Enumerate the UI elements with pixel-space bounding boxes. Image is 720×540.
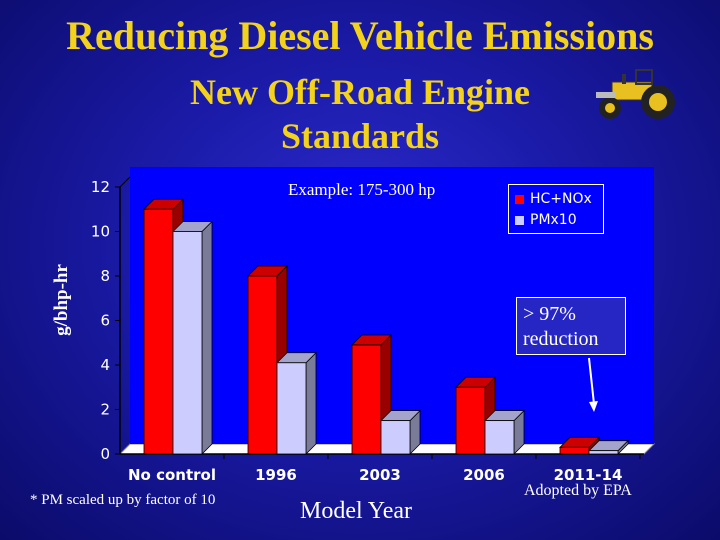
legend-label-pm: PMx10	[530, 212, 577, 228]
x-tick-label: 1996	[255, 466, 297, 484]
y-tick-label: 12	[91, 178, 110, 196]
y-tick-label: 10	[91, 223, 110, 241]
slide-subtitle: New Off-Road Engine Standards	[190, 72, 530, 156]
bar-front	[588, 450, 619, 455]
bar-front	[172, 231, 203, 455]
bar-front	[276, 362, 307, 455]
bar-side	[201, 220, 213, 455]
chart-legend: HC+NOx PMx10	[508, 184, 604, 234]
x-tick-label: 2006	[463, 466, 505, 484]
footnote: * PM scaled up by factor of 10	[30, 492, 216, 508]
adopted-note: Adopted by EPA	[524, 482, 632, 499]
example-label: Example: 175-300 hp	[288, 180, 436, 199]
bar-pm-1	[276, 351, 317, 455]
legend-item-hcnox: HC+NOx	[515, 191, 592, 207]
legend-item-pm: PMx10	[515, 212, 577, 228]
slide-title: Reducing Diesel Vehicle Emissions	[66, 13, 654, 58]
y-axis-title: g/bhp-hr	[51, 264, 72, 336]
reduction-callout: > 97% reduction	[516, 297, 626, 355]
y-axis-depth-edge	[119, 176, 131, 188]
bar-front	[247, 275, 278, 455]
bar-front	[559, 446, 590, 455]
y-tick-label: 4	[100, 356, 110, 374]
x-tick-label: 2011-14	[554, 466, 623, 484]
y-axis: 0 2 4 6 8 10 12	[91, 178, 120, 463]
y-tick-label: 2	[100, 401, 110, 419]
bar-series	[143, 198, 629, 455]
bar-pm-4	[588, 439, 629, 455]
y-tick-label: 0	[100, 445, 110, 463]
callout-arrow-line	[588, 357, 595, 405]
x-tick-label: No control	[128, 466, 216, 484]
x-axis: No control 1996 2003 2006 2011-14	[128, 454, 641, 484]
legend-swatch-pm	[515, 215, 524, 225]
bar-pm-3	[484, 409, 525, 455]
bar-pm-0	[172, 220, 213, 455]
x-axis-title: Model Year	[300, 498, 412, 524]
legend-label-hcnox: HC+NOx	[530, 191, 592, 207]
bar-pm-2	[380, 409, 421, 455]
bar-front	[380, 420, 411, 455]
callout-arrow-head	[589, 401, 598, 412]
y-tick-label: 6	[100, 312, 110, 330]
tractor-icon	[596, 69, 675, 119]
bar-front	[143, 208, 174, 455]
bar-front	[484, 420, 515, 455]
bar-front	[455, 386, 486, 455]
y-tick-label: 8	[100, 267, 110, 285]
bar-front	[351, 344, 382, 455]
bar-side	[305, 351, 317, 455]
legend-swatch-hcnox	[515, 194, 524, 204]
x-tick-label: 2003	[359, 466, 401, 484]
